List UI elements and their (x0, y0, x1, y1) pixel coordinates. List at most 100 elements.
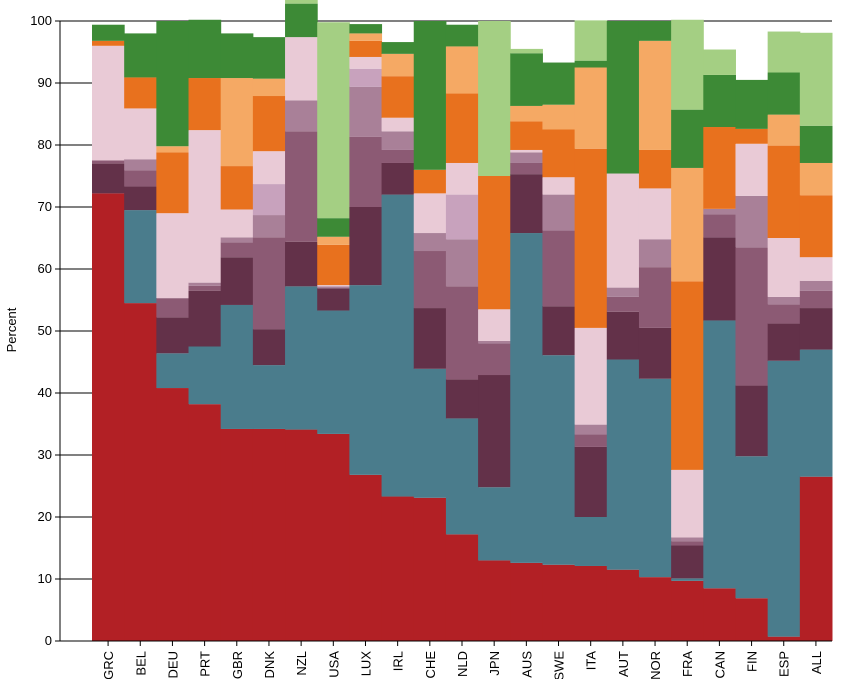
bar-segment (478, 21, 511, 176)
bar-segment (510, 149, 543, 153)
bar-segment (542, 194, 576, 231)
bar-segment (124, 108, 157, 160)
x-tick-label: IRL (391, 651, 406, 671)
bar-segment (285, 37, 318, 101)
bar-segment (445, 46, 479, 94)
bar-segment (92, 45, 125, 161)
bar-segment (671, 19, 704, 110)
bar-segment (156, 152, 190, 214)
bar-segment (767, 145, 801, 238)
x-tick-label: BEL (133, 651, 148, 676)
bar-segment (381, 42, 415, 54)
bar-segment (735, 598, 769, 641)
x-tick-label: SWE (552, 651, 567, 679)
y-tick-label: 50 (38, 323, 52, 338)
bars (92, 0, 833, 642)
bar-segment (413, 21, 447, 170)
bar-segment (510, 53, 543, 106)
bar-segment (317, 286, 350, 289)
bar-segment (478, 176, 511, 310)
y-tick-label: 60 (38, 261, 52, 276)
bar-segment (413, 368, 447, 498)
bar-segment (92, 24, 125, 41)
bar-segment (510, 174, 543, 234)
bar-segment (799, 32, 833, 126)
bar-segment (92, 163, 125, 194)
bar-segment (510, 121, 543, 150)
bar-segment (606, 173, 640, 288)
bar-segment (381, 76, 415, 118)
bar-segment (349, 33, 383, 41)
bar-segment (510, 48, 543, 54)
bar-segment (188, 19, 222, 79)
bar-segment (574, 60, 608, 68)
bar-segment (317, 236, 350, 245)
bar-segment (124, 303, 157, 641)
bar-segment (606, 287, 640, 297)
bar-segment (671, 469, 704, 538)
bar-segment (317, 218, 350, 237)
bar-segment (317, 285, 350, 287)
bar-segment (124, 210, 157, 304)
bar-segment (735, 385, 769, 457)
bar-segment (413, 251, 447, 309)
bar-segment (574, 434, 608, 447)
x-tick-label: CAN (712, 651, 727, 678)
bar-segment (671, 167, 704, 282)
y-tick-label: 40 (38, 385, 52, 400)
bar-segment (349, 474, 383, 641)
bar-segment (767, 304, 801, 324)
bar-segment (188, 404, 222, 641)
bar-segment (542, 62, 576, 105)
bar-segment (381, 117, 415, 132)
bar-segment (671, 281, 704, 470)
bar-segment (478, 487, 511, 561)
bar-segment (638, 188, 672, 240)
y-tick-label: 80 (38, 137, 52, 152)
bar-segment (188, 285, 222, 291)
bar-segment (799, 195, 833, 258)
y-tick-label: 20 (38, 509, 52, 524)
bar-segment (349, 24, 383, 34)
bar-segment (574, 424, 608, 435)
bar-segment (799, 290, 833, 309)
bar-segment (574, 446, 608, 517)
bar-segment (671, 109, 704, 168)
bar-segment (638, 327, 672, 379)
x-tick-label: DEU (165, 651, 180, 678)
bar-segment (188, 346, 222, 405)
x-tick-label: JPN (487, 651, 502, 676)
bar-segment (285, 429, 318, 641)
bar-segment (606, 311, 640, 360)
bar-segment (156, 317, 190, 354)
bar-segment (445, 286, 479, 380)
bar-segment (735, 456, 769, 599)
bar-segment (478, 375, 511, 488)
bar-segment (252, 329, 286, 366)
bar-segment (638, 21, 672, 41)
bar-segment (188, 282, 222, 286)
y-tick-label: 30 (38, 447, 52, 462)
x-tick-label: ALL (809, 651, 824, 674)
bar-segment (220, 33, 254, 79)
x-tick-label: DNK (262, 651, 277, 679)
bar-segment (252, 37, 286, 79)
axes (55, 20, 832, 646)
bar-segment (220, 209, 254, 238)
bar-segment (799, 125, 833, 163)
bar-segment (349, 207, 383, 286)
bar-segment (703, 49, 736, 75)
bar-segment (156, 146, 190, 153)
bar-segment (220, 78, 254, 167)
y-tick-label: 100 (30, 13, 52, 28)
bar-segment (285, 0, 318, 4)
bar-segment (510, 152, 543, 163)
bar-segment (799, 162, 833, 196)
bar-segment (413, 233, 447, 252)
bar-segment (349, 86, 383, 137)
bar-segment (349, 285, 383, 475)
bar-segment (285, 241, 318, 287)
bar-segment (510, 233, 543, 563)
bar-segment (638, 378, 672, 578)
bar-segment (510, 562, 543, 641)
